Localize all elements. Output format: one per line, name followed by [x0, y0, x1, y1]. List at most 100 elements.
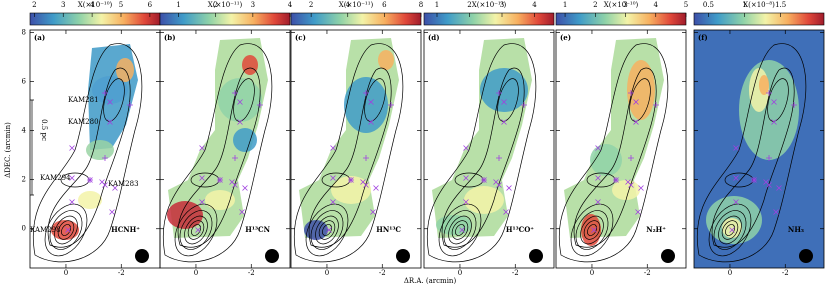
map-patch	[51, 220, 79, 240]
y-tick-label: 2	[22, 176, 26, 184]
source-cross	[368, 119, 374, 125]
map-patch	[205, 190, 235, 210]
colorbar-tick-label: 1	[435, 1, 439, 9]
source-plus	[363, 90, 369, 96]
map-content	[33, 43, 149, 263]
source-cross	[363, 182, 369, 188]
contour	[294, 43, 404, 263]
source-cross	[638, 185, 644, 191]
colorbar-tick-label: 6	[382, 1, 387, 9]
contour	[497, 78, 519, 122]
molecule-label: HCNH⁺	[111, 225, 140, 234]
source-cross	[633, 99, 639, 105]
molecule-label: HN¹³C	[376, 225, 401, 234]
contour	[559, 43, 669, 263]
colorbar-tick-label: 1	[563, 1, 567, 9]
colorbar	[423, 12, 555, 26]
source-cross	[107, 119, 113, 125]
x-tick-label: 0	[194, 269, 198, 277]
map-content	[559, 38, 675, 263]
map-panel	[294, 38, 410, 263]
panel-frame	[290, 29, 422, 269]
source-plus	[496, 155, 502, 161]
x-tick-label: -2	[512, 269, 519, 277]
x-tick-label: 0	[458, 269, 462, 277]
map-panel	[33, 43, 149, 263]
source-cross	[773, 209, 779, 215]
map-patch	[344, 77, 388, 133]
map-panel	[559, 38, 675, 263]
map-panel	[427, 38, 543, 263]
colorbar-tick-label: 4	[654, 1, 659, 9]
panel-label: (c)	[295, 33, 306, 42]
source-cross	[733, 145, 739, 151]
source-cross	[326, 227, 332, 233]
colorbar-label: X(×10⁻¹⁰)	[604, 1, 639, 9]
colorbar-tick-label: 3	[623, 1, 627, 9]
molecule-label: N₂H⁺	[646, 225, 666, 234]
source-plus	[766, 155, 772, 161]
source-cross	[459, 227, 465, 233]
source-cross	[729, 227, 735, 233]
colorbar-tick-label: 2	[309, 1, 313, 9]
molecule-label: NH₃	[788, 225, 804, 234]
contour	[163, 43, 273, 263]
contour	[427, 43, 537, 263]
contour	[711, 67, 795, 248]
map-patch	[480, 68, 528, 112]
source-plus	[217, 177, 223, 183]
x-tick-label: 0	[590, 269, 594, 277]
contour	[47, 67, 131, 248]
source-cross	[503, 209, 509, 215]
scale-bar	[30, 99, 34, 196]
colorbar-tick-label: 2	[467, 1, 471, 9]
source-cross	[595, 175, 601, 181]
source-plus	[766, 90, 772, 96]
source-cross	[330, 199, 336, 205]
y-tick-label: 6	[22, 78, 27, 86]
source-plus	[521, 102, 527, 108]
panel-label: (f)	[698, 33, 708, 42]
contour	[179, 210, 213, 250]
y-tick-label: 8	[22, 28, 26, 36]
source-cross	[501, 99, 507, 105]
panel-frame	[693, 29, 825, 269]
y-axis-label: ΔDEC. (arcmin)	[4, 122, 12, 178]
panel-label: (e)	[560, 33, 571, 42]
x-tick-label: 0	[325, 269, 329, 277]
source-plus	[628, 155, 634, 161]
map-patch	[218, 78, 262, 122]
beam	[265, 249, 279, 263]
map-content	[427, 38, 543, 263]
colorbar-tick-label: 4	[532, 1, 537, 9]
panel-frame	[423, 29, 555, 269]
source-cross	[506, 185, 512, 191]
contour	[310, 210, 344, 250]
source-cross	[373, 185, 379, 191]
contour	[767, 78, 789, 122]
source-cross	[463, 175, 469, 181]
source-cross	[496, 182, 502, 188]
colorbar-tick-label: 1.5	[775, 1, 786, 9]
source-cross	[242, 185, 248, 191]
source-cross	[69, 145, 75, 151]
colorbar-tick-label: 2	[32, 1, 36, 9]
source-plus	[257, 102, 263, 108]
source-cross	[733, 199, 739, 205]
contour	[583, 220, 601, 240]
source-cross	[771, 99, 777, 105]
source-cross	[107, 99, 113, 105]
contour	[438, 203, 482, 257]
colorbar-label: X(×10⁻¹⁰)	[78, 1, 113, 9]
source-cross	[595, 145, 601, 151]
contour	[187, 220, 205, 240]
source-label: KAM294	[40, 174, 71, 182]
contour	[54, 215, 78, 245]
x-tick-label: 0	[728, 269, 732, 277]
source-plus	[232, 90, 238, 96]
map-patch	[759, 75, 769, 95]
colorbar-tick-label: 4	[346, 1, 351, 9]
source-cross	[69, 175, 75, 181]
colorbar-tick-label: 4	[90, 1, 95, 9]
molecule-label: H¹³CN	[245, 225, 270, 234]
